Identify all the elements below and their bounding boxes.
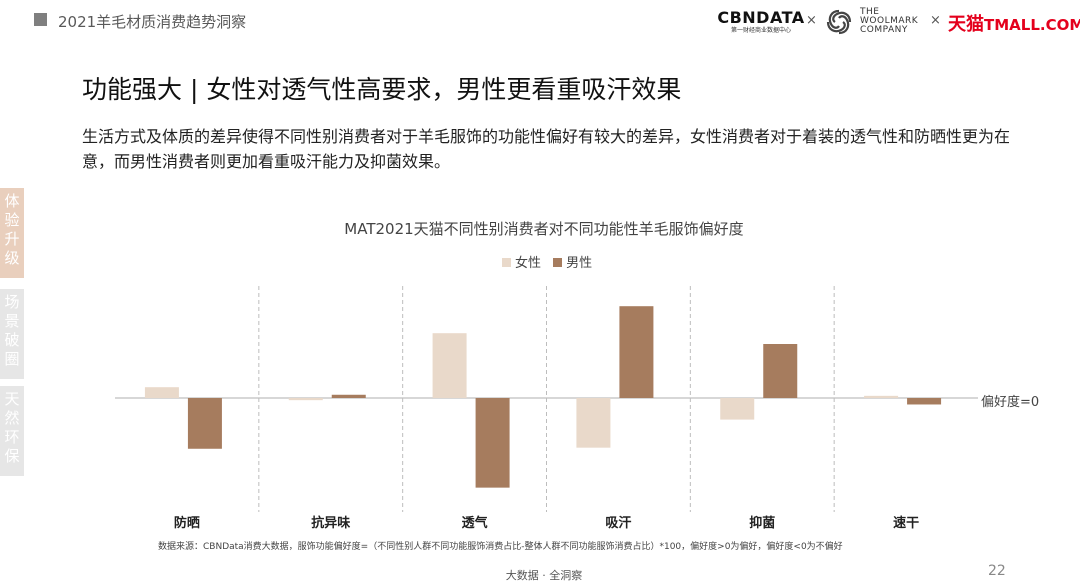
logo-separator: × [930,13,941,28]
category-label: 吸汗 [605,516,632,531]
page-number: 22 [988,563,1006,579]
side-tab-scene-breakout[interactable]: 场景破圈 [0,289,24,379]
woolmark-line: COMPANY [860,25,908,35]
woolmark-line: WOOLMARK [860,16,919,26]
cbndata-logo-text: CBNDATA [717,8,805,27]
tmall-logo-en: TMALL.COM [984,16,1080,34]
category-label: 抑菌 [749,516,776,531]
legend-label-male: 男性 [566,256,593,271]
legend-swatch-male [553,258,563,267]
bar-male-5 [763,344,798,398]
reference-line-label: 偏好度=0 [981,395,1040,410]
bar-female-3 [432,333,467,398]
bar-male-6 [907,398,942,405]
bar-female-6 [864,395,899,398]
woolmark-line: THE [860,7,880,17]
category-label: 抗异味 [311,516,351,531]
category-label: 透气 [461,516,488,531]
bar-male-2 [331,394,366,398]
legend-item-female: 女性 [502,256,541,271]
tmall-logo: 天猫TMALL.COM [948,10,1080,36]
bar-male-3 [475,398,510,488]
source-note: 数据来源：CBNData消费大数据，服饰功能偏好度=（不同性别人群不同功能服饰消… [158,542,843,552]
category-label: 速干 [893,516,920,531]
report-title: 2021羊毛材质消费趋势洞察 [58,13,247,31]
cbndata-logo: CBNDATA 第一财经商业数据中心 [716,9,806,35]
category-label: 防晒 [173,516,200,531]
chart-legend: 女性 男性 [502,252,600,271]
logo-separator: × [806,13,817,28]
footer-slogan: 大数据 · 全洞察 [505,569,583,582]
header-square-icon [34,13,47,26]
summary-text: 生活方式及体质的差异使得不同性别消费者对于羊毛服饰的功能性偏好有较大的差异，女性… [82,127,1011,171]
page-title: 功能强大 | 女性对透气性高要求，男性更看重吸汗效果 [82,75,682,104]
bar-female-5 [720,398,755,420]
woolmark-icon [826,9,852,35]
woolmark-logo: THE WOOLMARK COMPANY [860,8,918,35]
tmall-logo-cn: 天猫 [948,14,984,35]
chart-title: MAT2021天猫不同性别消费者对不同功能性羊毛服饰偏好度 [344,220,744,238]
legend-label-female: 女性 [515,256,542,271]
bar-male-1 [187,398,222,449]
bar-female-4 [576,398,611,448]
side-tab-experience-upgrade[interactable]: 体验升级 [0,188,24,278]
bar-male-4 [619,306,654,398]
bar-female-1 [144,387,179,398]
cbndata-logo-subtext: 第一财经商业数据中心 [730,27,791,34]
bar-female-2 [288,398,323,401]
legend-item-male: 男性 [553,256,592,271]
legend-swatch-female [502,258,511,267]
side-tab-natural-eco[interactable]: 天然环保 [0,386,24,476]
